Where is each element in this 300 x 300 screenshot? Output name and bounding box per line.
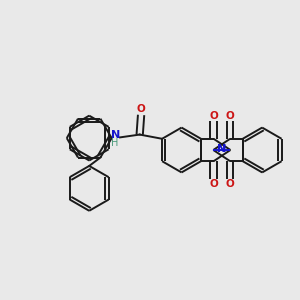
- Text: O: O: [137, 104, 146, 114]
- Text: N: N: [218, 144, 226, 154]
- Text: H: H: [112, 138, 119, 148]
- Text: O: O: [209, 111, 218, 121]
- Text: O: O: [209, 179, 218, 189]
- Text: N: N: [217, 144, 226, 154]
- Text: O: O: [226, 179, 235, 189]
- Text: N: N: [110, 130, 120, 140]
- Text: O: O: [226, 111, 235, 121]
